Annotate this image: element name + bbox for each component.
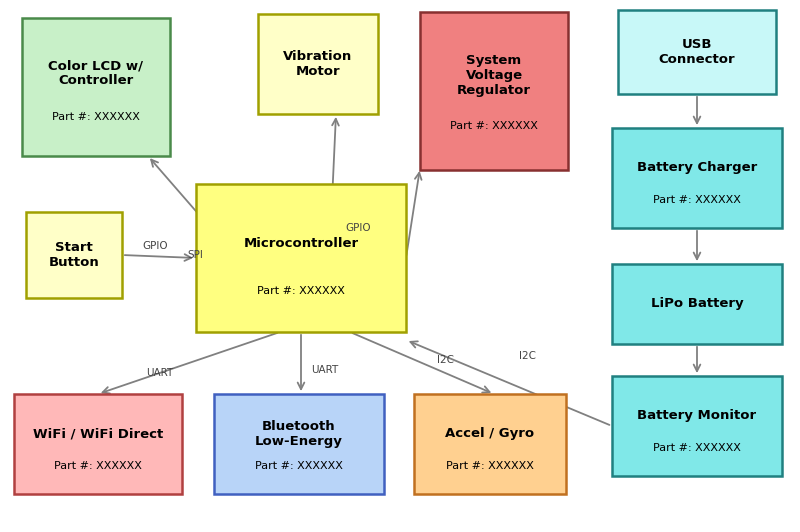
Text: USB
Connector: USB Connector [658, 38, 735, 66]
Text: Vibration
Motor: Vibration Motor [283, 50, 353, 78]
Text: Part #: XXXXXX: Part #: XXXXXX [653, 195, 741, 205]
Text: Accel / Gyro: Accel / Gyro [446, 428, 534, 440]
FancyBboxPatch shape [612, 264, 782, 344]
FancyBboxPatch shape [618, 10, 776, 94]
Text: I2C: I2C [437, 355, 454, 365]
FancyBboxPatch shape [420, 12, 568, 170]
FancyBboxPatch shape [214, 394, 384, 494]
FancyBboxPatch shape [612, 128, 782, 228]
FancyBboxPatch shape [414, 394, 566, 494]
Text: Part #: XXXXXX: Part #: XXXXXX [257, 286, 345, 296]
Text: Microcontroller: Microcontroller [243, 237, 358, 250]
Text: Part #: XXXXXX: Part #: XXXXXX [255, 461, 343, 471]
Text: Battery Charger: Battery Charger [637, 162, 757, 174]
FancyBboxPatch shape [196, 184, 406, 332]
Text: Color LCD w/
Controller: Color LCD w/ Controller [49, 59, 143, 87]
FancyBboxPatch shape [26, 212, 122, 298]
FancyBboxPatch shape [612, 376, 782, 476]
Text: Part #: XXXXXX: Part #: XXXXXX [54, 461, 142, 471]
Text: SPI: SPI [187, 250, 203, 260]
FancyBboxPatch shape [22, 18, 170, 156]
Text: WiFi / WiFi Direct: WiFi / WiFi Direct [33, 428, 163, 440]
Text: Part #: XXXXXX: Part #: XXXXXX [446, 461, 534, 471]
Text: Part #: XXXXXX: Part #: XXXXXX [653, 443, 741, 453]
Text: I2C: I2C [518, 351, 535, 361]
Text: GPIO: GPIO [345, 223, 371, 233]
Text: Battery Monitor: Battery Monitor [638, 410, 757, 422]
Text: Bluetooth
Low-Energy: Bluetooth Low-Energy [255, 420, 343, 448]
FancyBboxPatch shape [14, 394, 182, 494]
Text: Part #: XXXXXX: Part #: XXXXXX [52, 112, 140, 122]
Text: Start
Button: Start Button [49, 241, 99, 269]
Text: GPIO: GPIO [142, 241, 168, 251]
Text: Part #: XXXXXX: Part #: XXXXXX [450, 121, 538, 131]
Text: LiPo Battery: LiPo Battery [650, 297, 743, 311]
Text: System
Voltage
Regulator: System Voltage Regulator [457, 54, 531, 97]
Text: UART: UART [146, 368, 174, 378]
Text: UART: UART [311, 365, 338, 375]
FancyBboxPatch shape [258, 14, 378, 114]
